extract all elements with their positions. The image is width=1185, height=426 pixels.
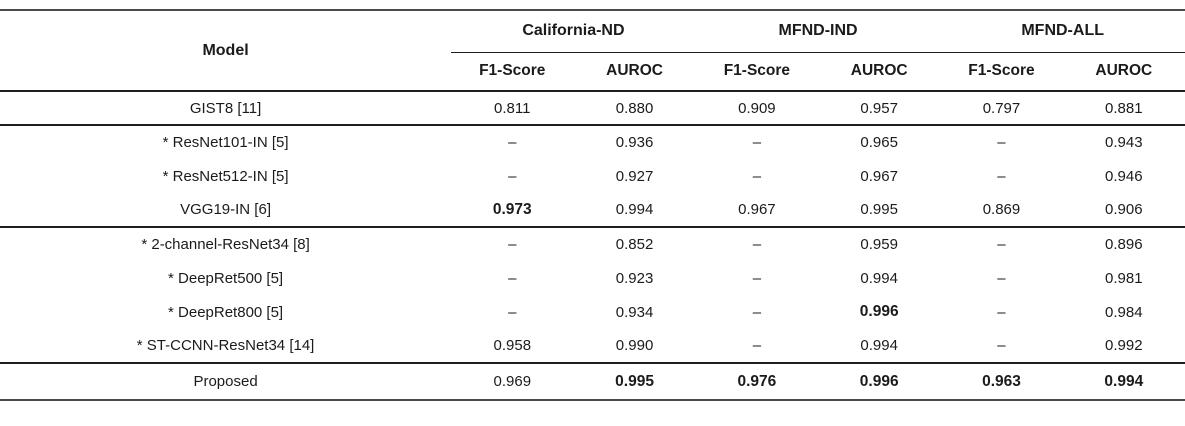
model-cell: * DeepRet500 [5] [168, 269, 284, 287]
model-cell: GIST8 [11] [0, 91, 452, 126]
value-cell: 0.994 [860, 269, 898, 287]
metric-header-auroc-0: AUROC [573, 52, 696, 92]
value-cell: 0.909 [695, 91, 819, 126]
metric-header-f1-1: F1-Score [695, 52, 819, 92]
value-cell: 0.881 [1062, 91, 1185, 126]
table-row-2channel-resnet34: * 2-channel-ResNet34 [8] – 0.852 – 0.959… [0, 227, 1185, 261]
value-cell: 0.996 [859, 303, 899, 320]
value-cell: 0.797 [940, 91, 1063, 126]
value-cell: – [752, 134, 762, 151]
value-cell: 0.994 [1104, 372, 1144, 390]
group-header-mfnd-all: MFND-ALL [940, 10, 1185, 53]
value-cell: 0.973 [451, 193, 574, 228]
value-cell: 0.969 [493, 373, 532, 390]
value-cell: 0.990 [573, 329, 696, 364]
value-cell: 0.981 [1105, 269, 1143, 287]
value-cell: – [508, 303, 517, 321]
model-cell: * DeepRet800 [5] [168, 303, 284, 321]
table-body: GIST8 [11] 0.811 0.880 0.909 0.957 0.797… [0, 91, 1185, 400]
table-header: Model California-ND MFND-IND MFND-ALL F1… [0, 10, 1185, 92]
value-cell: 0.936 [615, 134, 654, 151]
value-cell: – [997, 167, 1006, 185]
value-cell: 0.967 [860, 167, 898, 185]
value-cell: 0.976 [737, 372, 777, 390]
value-cell: 0.906 [1062, 193, 1185, 228]
value-cell: 0.946 [1105, 167, 1143, 185]
value-cell: – [752, 303, 762, 321]
value-cell: 0.934 [615, 303, 654, 321]
value-cell: 0.959 [860, 236, 898, 253]
value-cell: 0.896 [1105, 236, 1143, 253]
table-row-vgg19: VGG19-IN [6] 0.973 0.994 0.967 0.995 0.8… [0, 193, 1185, 228]
model-cell: Proposed [193, 373, 258, 390]
table-row-gist8: GIST8 [11] 0.811 0.880 0.909 0.957 0.797… [0, 91, 1185, 126]
value-cell: 0.995 [615, 372, 654, 390]
value-cell: 0.923 [615, 269, 654, 287]
header-metric-row: F1-Score AUROC F1-Score AUROC F1-Score A… [0, 52, 1185, 92]
value-cell: 0.992 [1062, 329, 1185, 364]
model-cell: * ResNet512-IN [5] [162, 167, 289, 185]
table-row-deepret800: * DeepRet800 [5] – 0.934 – 0.996 – 0.984 [0, 295, 1185, 329]
model-cell: * ST-CCNN-ResNet34 [14] [0, 329, 452, 364]
group-header-mfnd-ind: MFND-IND [695, 10, 941, 53]
value-cell: – [997, 269, 1006, 287]
value-cell: 0.965 [860, 134, 898, 151]
value-cell: 0.994 [573, 193, 696, 228]
value-cell: – [997, 134, 1006, 151]
value-cell: – [695, 329, 819, 364]
metric-header-auroc-2: AUROC [1062, 52, 1185, 92]
model-column-header: Model [0, 10, 452, 92]
value-cell: – [752, 167, 762, 185]
value-cell: 0.869 [940, 193, 1063, 228]
model-cell: VGG19-IN [6] [0, 193, 452, 228]
value-cell: 0.994 [818, 329, 941, 364]
metric-header-auroc-1: AUROC [818, 52, 941, 92]
table-row-deepret500: * DeepRet500 [5] – 0.923 – 0.994 – 0.981 [0, 261, 1185, 295]
value-cell: 0.852 [615, 236, 654, 253]
value-cell: 0.943 [1105, 134, 1143, 151]
value-cell: 0.880 [573, 91, 696, 126]
value-cell: – [508, 269, 517, 287]
value-cell: – [508, 134, 517, 151]
value-cell: 0.967 [695, 193, 819, 228]
value-cell: 0.963 [982, 372, 1021, 390]
value-cell: – [508, 167, 517, 185]
value-cell: 0.957 [818, 91, 941, 126]
value-cell: – [997, 303, 1006, 321]
table-row-resnet101: * ResNet101-IN [5] – 0.936 – 0.965 – 0.9… [0, 125, 1185, 159]
value-cell: 0.984 [1105, 303, 1143, 321]
value-cell: 0.811 [451, 91, 574, 126]
metric-header-f1-0: F1-Score [451, 52, 574, 92]
model-cell: * 2-channel-ResNet34 [8] [141, 236, 310, 253]
group-header-california-nd: California-ND [451, 10, 696, 53]
value-cell: 0.927 [615, 167, 654, 185]
table-row-stccnn-resnet34: * ST-CCNN-ResNet34 [14] 0.958 0.990 – 0.… [0, 329, 1185, 364]
value-cell: – [752, 236, 762, 253]
header-group-row: Model California-ND MFND-IND MFND-ALL [0, 10, 1185, 92]
value-cell: 0.995 [818, 193, 941, 228]
value-cell: 0.996 [859, 372, 899, 390]
model-cell: * ResNet101-IN [5] [162, 134, 289, 151]
value-cell: – [997, 236, 1006, 253]
value-cell: 0.958 [451, 329, 574, 364]
value-cell: – [752, 269, 762, 287]
table-row-resnet512: * ResNet512-IN [5] – 0.927 – 0.967 – 0.9… [0, 159, 1185, 193]
value-cell: – [940, 329, 1063, 364]
metric-header-f1-2: F1-Score [940, 52, 1063, 92]
value-cell: – [508, 236, 517, 253]
table-row-proposed: Proposed 0.969 0.995 0.976 0.996 0.963 0… [0, 363, 1185, 400]
results-table: Model California-ND MFND-IND MFND-ALL F1… [0, 9, 1185, 401]
